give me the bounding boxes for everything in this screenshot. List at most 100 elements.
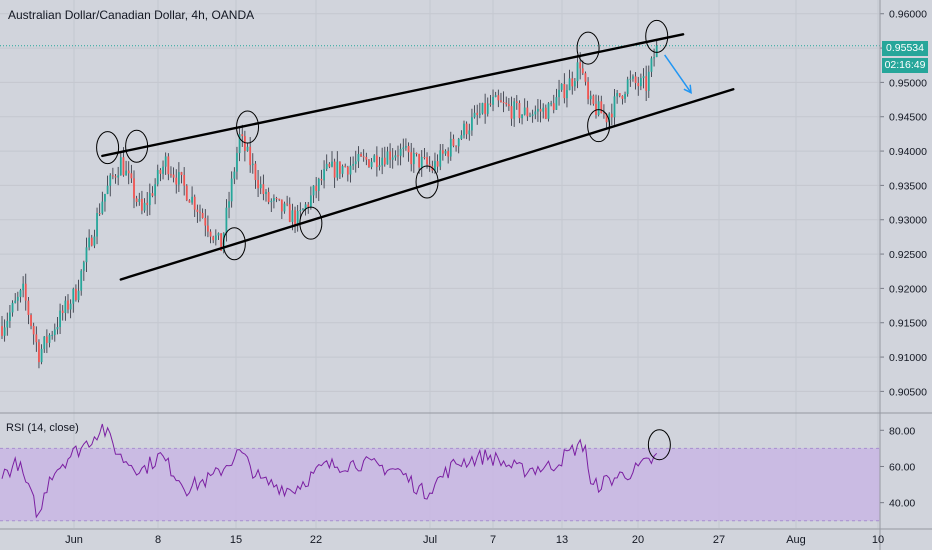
candle-body <box>597 101 600 115</box>
candle-body <box>629 78 632 80</box>
candle-body <box>170 174 172 176</box>
candle-body <box>444 151 447 154</box>
candle-body <box>159 169 162 174</box>
candle-body <box>201 212 204 218</box>
candle-body <box>85 247 88 263</box>
candle-body <box>415 152 418 154</box>
candle-body <box>193 196 196 210</box>
candle-body <box>621 95 624 99</box>
candle-body <box>399 148 402 156</box>
candle-body <box>370 161 373 168</box>
candle-body <box>600 101 603 114</box>
candle-body <box>418 153 421 168</box>
x-tick-label: 22 <box>310 534 322 546</box>
candle-body <box>88 237 91 248</box>
candle-body <box>613 96 616 118</box>
candle-body <box>579 62 582 69</box>
rsi-band-fill <box>0 448 880 521</box>
candle-body <box>130 173 133 179</box>
candle-body <box>172 174 175 178</box>
candle-body <box>207 225 209 232</box>
candle-body <box>32 325 35 335</box>
x-tick-label: 13 <box>556 534 568 546</box>
annotation-circle <box>415 165 439 199</box>
candle-body <box>478 113 481 116</box>
candle-body <box>526 107 529 117</box>
candle-body <box>375 155 378 167</box>
candle-body <box>228 201 230 208</box>
candle-body <box>426 157 428 165</box>
candle-body <box>471 117 473 131</box>
x-tick-label: 10 <box>872 534 884 546</box>
candle-body <box>407 145 410 153</box>
candle-body <box>587 81 589 100</box>
candle-body <box>655 45 658 58</box>
candle-body <box>106 185 109 194</box>
last-price-badge: 0.95534 <box>882 41 928 56</box>
candle-body <box>513 101 516 119</box>
candle-body <box>563 83 566 99</box>
candle-body <box>278 198 281 200</box>
candle-body <box>547 103 550 119</box>
candle-body <box>254 163 257 181</box>
candle-body <box>595 103 597 115</box>
candle-body <box>650 58 653 72</box>
candle-body <box>603 113 605 115</box>
y-tick-label: 0.91500 <box>889 318 927 330</box>
annotation-circle <box>299 206 323 240</box>
candle-body <box>280 199 283 212</box>
candle-body <box>550 103 553 105</box>
candle-body <box>368 159 370 168</box>
candle-body <box>473 112 476 118</box>
candle-body <box>492 97 494 105</box>
candle-body <box>56 327 59 330</box>
candle-body <box>251 163 254 166</box>
down-arrow-head <box>683 84 692 94</box>
candle-body <box>67 300 69 310</box>
candle-body <box>109 175 112 186</box>
x-axis-ticks[interactable]: Jun 8 15 22 Jul 7 13 20 27 Aug 10 <box>65 534 884 546</box>
candle-body <box>180 172 183 176</box>
candle-body <box>267 191 270 203</box>
candle-body <box>138 198 141 202</box>
candle-body <box>288 204 291 222</box>
x-tick-label: Jul <box>423 534 437 546</box>
candle-body <box>257 180 259 189</box>
candle-body <box>447 151 450 157</box>
candle-body <box>573 81 576 87</box>
candle-body <box>82 262 85 271</box>
annotation-circle <box>587 109 611 143</box>
candle-body <box>98 213 101 215</box>
candle-body <box>214 235 217 241</box>
candle-body <box>61 310 64 313</box>
candle-body <box>428 164 431 167</box>
candle-body <box>383 157 386 165</box>
candle-body <box>449 138 452 157</box>
candle-body <box>402 147 405 149</box>
y-tick-label: 0.92500 <box>889 249 927 261</box>
candle-body <box>360 153 362 157</box>
candle-body <box>344 166 347 168</box>
candle-body <box>434 161 436 171</box>
candle-body <box>30 314 32 326</box>
candle-body <box>11 302 14 313</box>
candle-body <box>249 146 252 166</box>
candle-body <box>199 211 201 213</box>
y-tick-label: 0.90500 <box>889 386 927 398</box>
candle-body <box>283 203 286 212</box>
candle-body <box>542 107 545 112</box>
candle-body <box>436 161 439 167</box>
rsi-axis-ticks: 80.00 60.00 40.00 <box>889 425 915 509</box>
candle-body <box>484 103 487 114</box>
candle-body <box>167 156 170 175</box>
candle-body <box>14 300 17 303</box>
candle-body <box>151 193 154 196</box>
annotation-circle <box>645 19 669 53</box>
candle-body <box>341 166 344 174</box>
candle-body <box>452 138 455 146</box>
candle-body <box>146 202 149 206</box>
candle-body <box>328 163 331 167</box>
candle-body <box>423 156 426 158</box>
candle-body <box>346 166 349 175</box>
